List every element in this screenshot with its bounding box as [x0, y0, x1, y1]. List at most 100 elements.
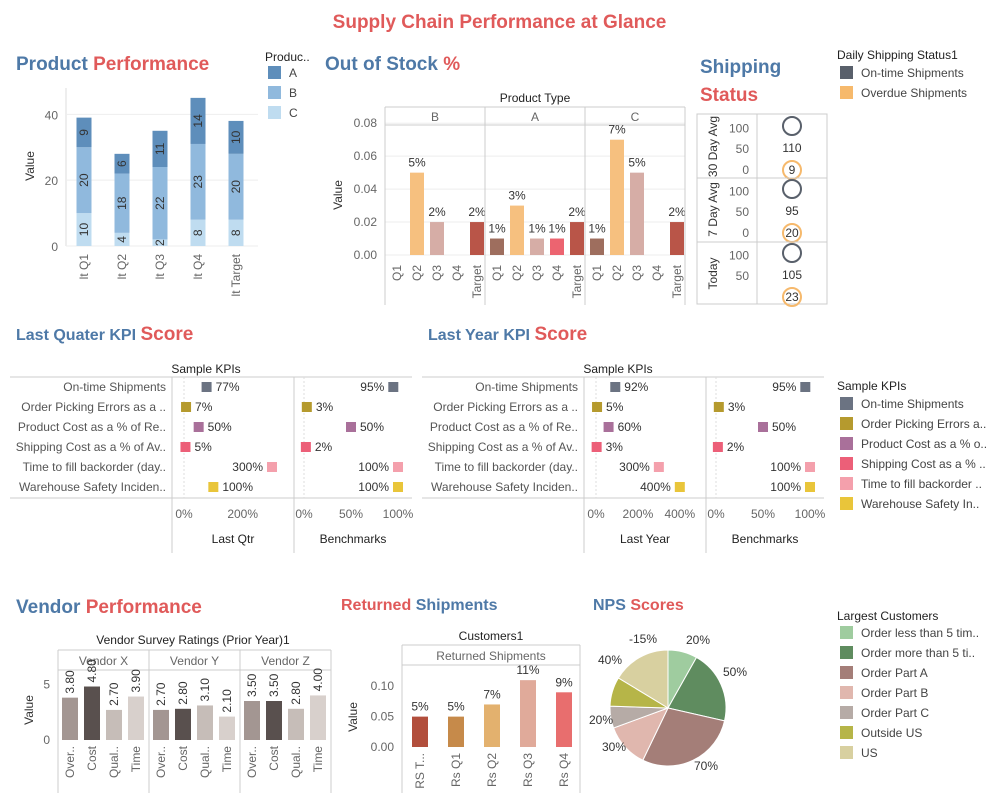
bar-segment	[228, 120, 244, 154]
product-legend-item[interactable]: B	[268, 86, 298, 106]
last-marker	[592, 402, 603, 412]
last-label: 300%	[619, 460, 650, 474]
pie-slice	[617, 649, 669, 709]
bar-segment	[152, 130, 168, 167]
kpi-legend-item[interactable]: Warehouse Safety In..	[840, 497, 987, 517]
last-label: 60%	[618, 420, 642, 434]
x-tick-label: Time	[311, 746, 325, 773]
data-label: 2%	[468, 205, 486, 219]
customers-legend-item[interactable]: Order Part A	[840, 666, 979, 686]
data-label: 7%	[483, 687, 501, 701]
y-tick-label: 100	[729, 248, 749, 262]
x-tick-label: Q3	[630, 265, 644, 281]
shipping-legend-item[interactable]: Overdue Shipments	[840, 86, 967, 106]
legend-swatch	[840, 417, 853, 430]
shipping-legend-item[interactable]: On-time Shipments	[840, 66, 967, 86]
bar	[288, 708, 304, 740]
bar-segment	[228, 219, 244, 246]
slice-label: 40%	[598, 653, 622, 667]
kpi-legend-item[interactable]: Order Picking Errors a..	[840, 417, 987, 437]
bar	[153, 709, 169, 740]
last-marker	[653, 462, 664, 472]
x-tick-label: Q1	[590, 265, 604, 281]
panel-label: Vendor Y	[170, 654, 219, 668]
kpi-legend-title: Sample KPIs	[837, 379, 907, 393]
data-label: 8	[191, 229, 205, 236]
legend-label: Overdue Shipments	[861, 86, 968, 100]
customers-legend-item[interactable]: Order more than 5 ti..	[840, 646, 979, 666]
legend-label: On-time Shipments	[861, 66, 964, 80]
bar	[484, 704, 500, 747]
product-legend-title: Produc..	[265, 50, 310, 64]
y-tick-label: 50	[736, 269, 750, 283]
y-axis-label: Value	[23, 151, 37, 181]
last-label: 5%	[606, 400, 624, 414]
legend-label: Warehouse Safety In..	[861, 497, 980, 511]
shipping-legend: On-time Shipments Overdue Shipments	[840, 66, 967, 106]
bench-label: 2%	[315, 440, 333, 454]
customers-legend-item[interactable]: Order less than 5 tim..	[840, 626, 979, 646]
y-tick-label: 20	[45, 174, 59, 188]
legend-label: B	[289, 86, 298, 100]
panel-border	[696, 113, 828, 305]
x-tick-label: Qual..	[289, 746, 303, 778]
data-label: 11%	[516, 663, 539, 677]
kpi-legend-item[interactable]: Product Cost as a % o..	[840, 437, 987, 457]
kpi-legend-item[interactable]: Time to fill backorder ..	[840, 477, 987, 497]
x-tick-label: Q4	[650, 265, 664, 281]
x-tick-label: Over..	[245, 746, 259, 778]
kpi-legend-item[interactable]: Shipping Cost as a % ..	[840, 457, 987, 477]
kpi-legend-item[interactable]: On-time Shipments	[840, 397, 987, 417]
legend-swatch	[840, 666, 853, 679]
bar-segment	[76, 213, 92, 246]
overdue-label: 20	[785, 226, 799, 240]
kpi-label: Warehouse Safety Inciden..	[431, 480, 578, 494]
x-tick-label: Q3	[430, 265, 444, 281]
shipping-status-chart: 30 Day Avg 100 50 0 110 9 7 Day Avg 100 50 0 95 20 T…	[696, 113, 828, 307]
data-label: 9%	[555, 675, 573, 689]
x-tick-label: 0%	[295, 507, 313, 521]
product-legend-item[interactable]: A	[268, 66, 298, 86]
legend-label: US	[861, 746, 878, 760]
bar	[412, 716, 428, 747]
x-tick-label: Time	[129, 746, 143, 773]
y-axis-label: Value	[22, 695, 36, 725]
bar	[244, 701, 260, 740]
product-legend-item[interactable]: C	[268, 106, 298, 126]
legend-swatch	[268, 86, 281, 99]
bench-label: 95%	[772, 380, 796, 394]
y-tick-label: 50	[736, 142, 750, 156]
bar	[448, 716, 464, 747]
bar	[410, 172, 424, 255]
last-year-kpi-chart: Sample KPIs On-time Shipments 92% 95% Order …	[422, 362, 826, 553]
bench-marker	[805, 482, 815, 492]
data-label: 3.50	[267, 673, 281, 697]
product-performance-title: Product Performance	[16, 54, 210, 75]
y-tick-label: 100	[729, 121, 749, 135]
x-tick-label: Over..	[154, 746, 168, 778]
customers-legend-item[interactable]: Order Part B	[840, 686, 979, 706]
panel-header: Sample KPIs	[583, 362, 652, 376]
x-tick-label: Over..	[63, 746, 77, 778]
bench-marker	[713, 402, 724, 412]
y-tick-label: 0.00	[354, 248, 378, 262]
customers-legend-item[interactable]: US	[840, 746, 979, 766]
panel-label: B	[431, 110, 439, 124]
kpi-label: Order Picking Errors as a ..	[21, 400, 166, 414]
data-label: 2	[153, 239, 167, 246]
bar	[610, 139, 624, 255]
data-label: 1%	[588, 222, 606, 236]
panel-label: C	[631, 110, 640, 124]
customers-legend-item[interactable]: Order Part C	[840, 706, 979, 726]
last-marker	[674, 482, 685, 492]
last-quarter-kpi-title: Last Quater KPI Score	[16, 324, 194, 345]
x-tick-label: Q1	[490, 265, 504, 281]
x-tick-label: Q2	[410, 265, 424, 281]
customers-legend-item[interactable]: Outside US	[840, 726, 979, 746]
data-label: 2%	[668, 205, 686, 219]
y-tick-label: 0	[43, 733, 50, 747]
bench-label: 2%	[727, 440, 745, 454]
x-tick-label: Q1	[390, 265, 404, 281]
data-label: 4.00	[311, 668, 325, 692]
data-label: 6	[115, 160, 129, 167]
